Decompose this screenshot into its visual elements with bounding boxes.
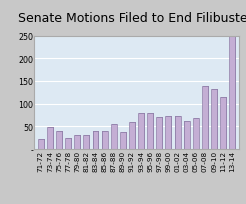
Bar: [157, 118, 163, 149]
Bar: [229, 37, 235, 149]
Bar: [166, 117, 172, 149]
Bar: [75, 135, 81, 149]
Bar: [83, 135, 89, 149]
Bar: [102, 131, 108, 149]
Bar: [230, 37, 236, 149]
Bar: [111, 124, 117, 149]
Bar: [184, 121, 190, 149]
Bar: [39, 139, 45, 149]
Bar: [130, 122, 136, 149]
Bar: [74, 135, 80, 149]
Text: Senate Motions Filed to End Filibuster: Senate Motions Filed to End Filibuster: [18, 12, 246, 25]
Bar: [211, 89, 217, 149]
Bar: [48, 127, 54, 149]
Bar: [57, 131, 63, 149]
Bar: [220, 97, 226, 149]
Bar: [166, 117, 171, 149]
Bar: [120, 132, 126, 149]
Bar: [129, 122, 135, 149]
Bar: [56, 131, 62, 149]
Bar: [138, 113, 144, 149]
Bar: [175, 117, 181, 149]
Bar: [93, 131, 99, 149]
Bar: [221, 97, 227, 149]
Bar: [212, 89, 218, 149]
Bar: [66, 138, 72, 149]
Bar: [193, 118, 199, 149]
Bar: [92, 131, 98, 149]
Bar: [84, 135, 90, 149]
Bar: [38, 139, 44, 149]
Bar: [184, 121, 190, 149]
Bar: [156, 118, 162, 149]
Bar: [175, 117, 181, 149]
Bar: [203, 86, 209, 149]
Bar: [139, 113, 145, 149]
Bar: [194, 118, 200, 149]
Bar: [147, 113, 153, 149]
Bar: [121, 132, 126, 149]
Bar: [102, 131, 108, 149]
Bar: [148, 113, 154, 149]
Bar: [65, 138, 71, 149]
Bar: [202, 86, 208, 149]
Bar: [47, 127, 53, 149]
Bar: [111, 124, 117, 149]
